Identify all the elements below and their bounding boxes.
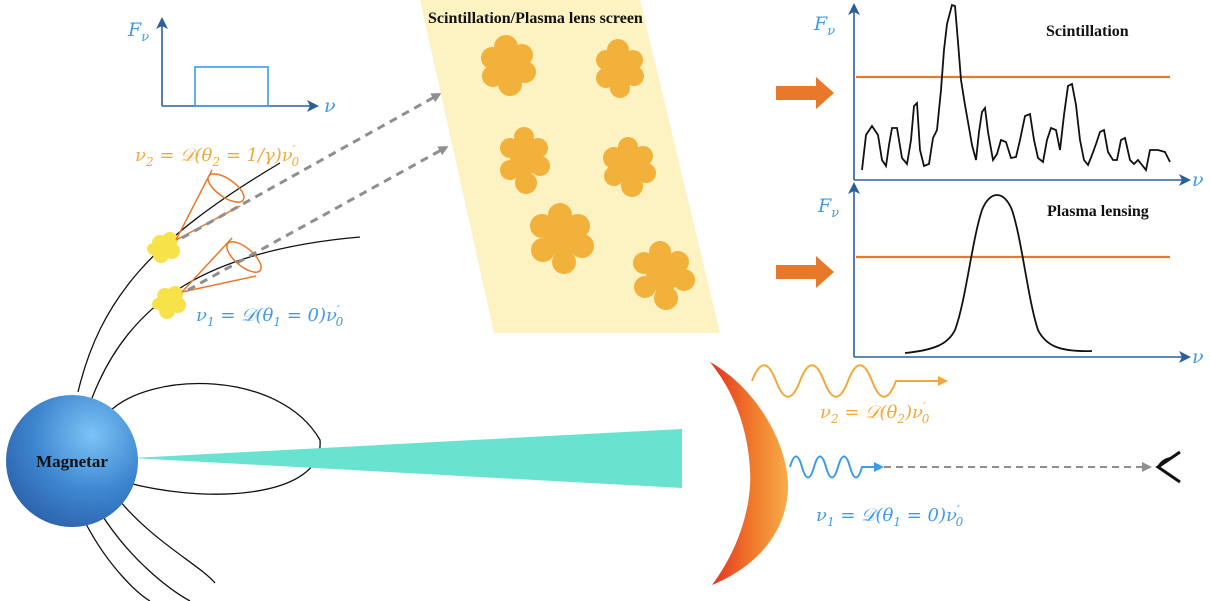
cone-icon — [175, 169, 262, 293]
wave-nu1 — [789, 455, 884, 479]
propagation-arrow-lower — [187, 146, 449, 292]
eye-icon — [1155, 450, 1181, 484]
intrinsic-spectrum: Fν ν — [127, 17, 336, 117]
field-line-2 — [91, 236, 361, 399]
nu1-shock-label: ν1 = 𝒟(θ1 = 0)ν′ 0 — [816, 503, 964, 529]
magnetar-star — [6, 395, 138, 527]
cloud-4 — [603, 137, 656, 197]
nu2-shock-label: ν2 = 𝒟(θ2)ν′ 0 — [820, 400, 930, 426]
scint-y-label: Fν — [813, 13, 835, 39]
emission-blob-lower — [152, 286, 186, 319]
lens-x-label: ν — [1192, 346, 1204, 368]
field-line-1 — [77, 162, 281, 393]
radiation-beam — [132, 429, 682, 488]
cloud-5 — [530, 203, 594, 274]
wave-nu2 — [751, 364, 948, 398]
cloud-1 — [481, 35, 536, 96]
scint-x-label: ν — [1192, 169, 1204, 191]
cloud-6 — [633, 241, 695, 310]
panel-scintillation: Fν ν Scintillation — [813, 3, 1204, 191]
nu2-emission-label: ν2 = 𝒟(θ2 = 1/γ)ν′ 0 — [135, 143, 299, 169]
spectrum-x-label: ν — [324, 95, 336, 117]
screen-title: Scintillation/Plasma lens screen — [428, 10, 643, 27]
lens-title: Plasma lensing — [1047, 203, 1149, 220]
field-line-3 — [114, 494, 216, 584]
relativistic-shell — [710, 362, 789, 585]
cloud-3 — [500, 127, 550, 194]
spectrum-y-label: Fν — [127, 19, 149, 45]
propagation-arrow-upper — [181, 93, 442, 240]
panel-plasma-lensing: Fν ν Plasma lensing — [817, 182, 1204, 368]
eye-lid-icon — [1157, 457, 1173, 468]
field-lines — [77, 162, 361, 601]
lens-y-label: Fν — [817, 195, 839, 221]
spectrum-box — [194, 66, 269, 107]
emission-blob-upper — [147, 232, 180, 263]
lens-curve — [904, 194, 1093, 354]
arrow-icon — [776, 77, 834, 288]
arrow-to-scintillation — [776, 77, 834, 109]
scint-title: Scintillation — [1046, 23, 1129, 40]
field-line-4 — [99, 511, 191, 601]
field-line-5 — [84, 521, 151, 601]
magnetar-label: Magnetar — [36, 452, 108, 471]
arrow-to-lensing — [776, 256, 834, 288]
field-loop — [107, 382, 321, 495]
cloud-icon — [481, 35, 695, 310]
scint-curve — [861, 3, 1171, 173]
nu1-emission-label: ν1 = 𝒟(θ1 = 0)ν′ 0 — [196, 303, 344, 329]
cloud-2 — [596, 39, 644, 98]
